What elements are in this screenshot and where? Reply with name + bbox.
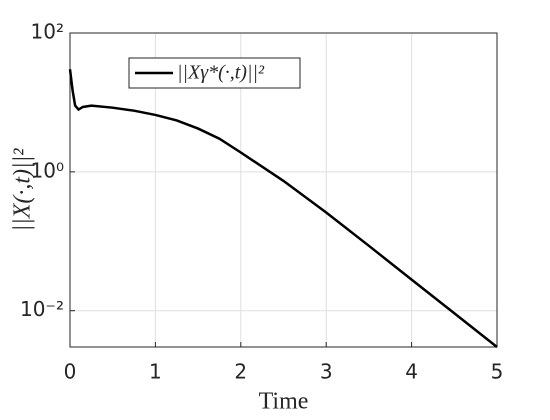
plot-frame [69, 32, 498, 348]
x-axis-label: Time [259, 389, 309, 415]
y-tick-label: 10⁰ [31, 158, 64, 182]
x-tick-label: 3 [320, 360, 333, 384]
y-axis-label: ||X(·,t)||² [10, 148, 36, 232]
legend-label: ||Xγ*(·,t)||² [177, 62, 265, 84]
x-tick-label: 5 [491, 360, 504, 384]
x-tick-label: 0 [64, 360, 77, 384]
line [68, 69, 498, 348]
y-tick-label: 10² [31, 20, 64, 44]
x-tick-label: 1 [149, 360, 162, 384]
x-tick-label: 2 [234, 360, 247, 384]
x-tick-label: 4 [405, 360, 418, 384]
y-tick-label: 10⁻² [20, 297, 64, 321]
